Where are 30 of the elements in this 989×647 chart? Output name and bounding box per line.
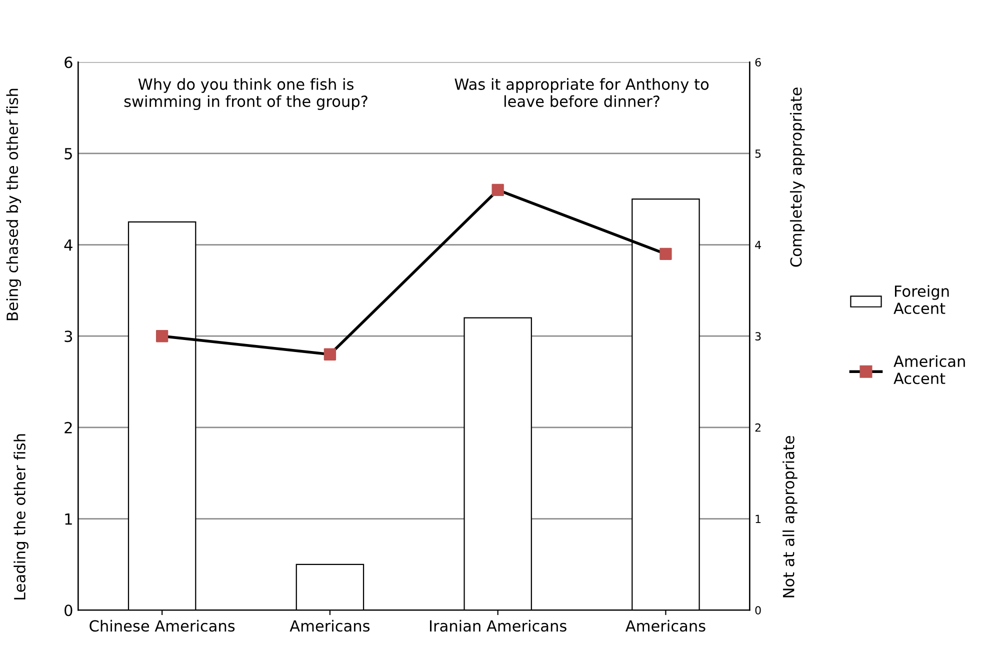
y2-tick-label: 0 (755, 606, 761, 614)
x-tick-label: Chinese Americans (90, 620, 235, 632)
y2-axis-title: Completely appropriate (790, 88, 805, 267)
y2-tick-label: 6 (755, 58, 761, 66)
point (156, 330, 168, 342)
y-tick-label: 3 (64, 330, 72, 342)
annotation: Why do you think one fish is swimming in front of the group? (124, 78, 368, 110)
annotation: Was it appropriate for Anthony to leave before dinner? (454, 78, 709, 108)
x-tick-label: Americans (626, 620, 706, 632)
y-tick-label: 0 (64, 604, 72, 616)
y2-tick-label: 5 (755, 150, 761, 158)
legend-label: Foreign Accent (894, 285, 949, 314)
point (492, 184, 504, 196)
legend-label: American Accent (894, 355, 965, 384)
y-tick-label: 1 (65, 513, 72, 525)
point (324, 348, 336, 360)
y-tick-label: 6 (64, 56, 72, 68)
y2-tick-label: 2 (755, 423, 760, 432)
y-axis-title: Being chased by the other fish (6, 88, 22, 320)
x-tick-label: Americans (290, 620, 370, 632)
x-tick-label: Iranian Americans (430, 620, 566, 632)
y2-tick-label: 1 (756, 514, 761, 524)
text: Leading the other fish (14, 434, 28, 600)
point (660, 248, 672, 260)
y-tick-label: 2 (64, 422, 72, 434)
text: Not at all appropriate (782, 436, 798, 598)
y2-tick-label: 4 (755, 240, 761, 250)
y2-tick-label: 3 (755, 332, 761, 340)
y-tick-label: 5 (64, 148, 72, 160)
y-tick-label: 4 (64, 239, 72, 251)
